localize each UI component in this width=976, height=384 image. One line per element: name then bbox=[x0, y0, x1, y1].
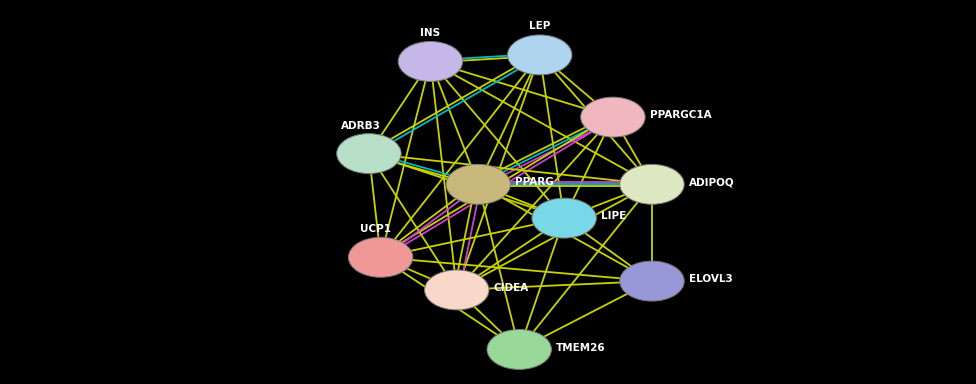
Ellipse shape bbox=[337, 134, 401, 174]
Ellipse shape bbox=[487, 329, 551, 369]
Ellipse shape bbox=[348, 237, 413, 277]
Text: LEP: LEP bbox=[529, 21, 550, 31]
Ellipse shape bbox=[398, 41, 463, 81]
Ellipse shape bbox=[446, 164, 510, 204]
Text: CIDEA: CIDEA bbox=[494, 283, 529, 293]
Text: PPARG: PPARG bbox=[515, 177, 554, 187]
Text: LIPE: LIPE bbox=[601, 211, 627, 221]
Ellipse shape bbox=[508, 35, 572, 75]
Ellipse shape bbox=[620, 261, 684, 301]
Text: ELOVL3: ELOVL3 bbox=[689, 274, 733, 284]
Ellipse shape bbox=[620, 164, 684, 204]
Text: ADRB3: ADRB3 bbox=[342, 121, 381, 131]
Text: UCP1: UCP1 bbox=[360, 224, 391, 234]
Ellipse shape bbox=[425, 270, 489, 310]
Ellipse shape bbox=[581, 97, 645, 137]
Text: INS: INS bbox=[421, 28, 440, 38]
Ellipse shape bbox=[532, 198, 596, 238]
Text: PPARGC1A: PPARGC1A bbox=[650, 110, 712, 120]
Text: TMEM26: TMEM26 bbox=[556, 343, 606, 353]
Text: ADIPOQ: ADIPOQ bbox=[689, 177, 735, 187]
